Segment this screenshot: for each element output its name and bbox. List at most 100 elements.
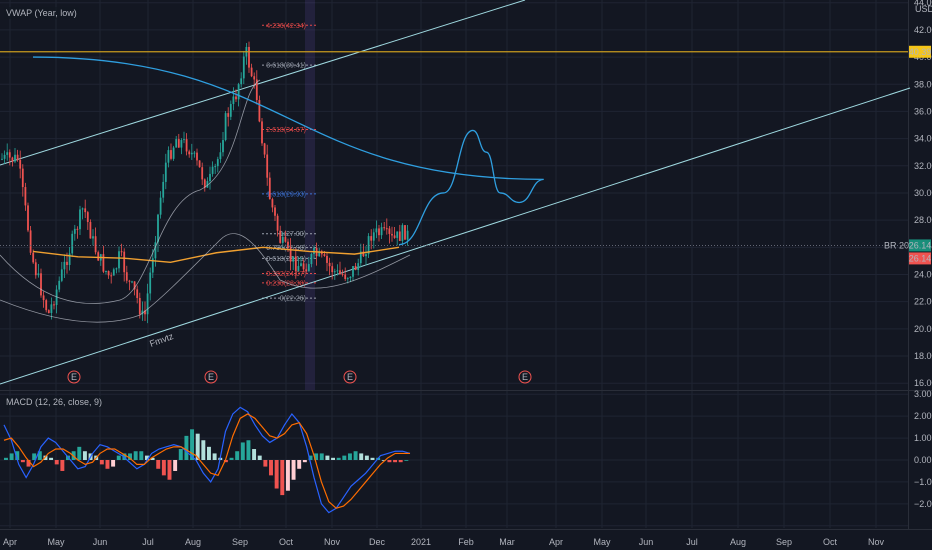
time-tick-label: Jul xyxy=(142,537,154,547)
macd-histogram-bar xyxy=(60,460,65,471)
fib-level-label: 2.618(34.67) xyxy=(266,127,306,134)
candle-body xyxy=(276,215,279,231)
candle-body xyxy=(313,247,315,254)
earnings-marker-label: E xyxy=(347,372,353,382)
candle-body xyxy=(73,228,76,234)
candle-body xyxy=(209,173,211,182)
fib-level-label: 1(27.00) xyxy=(280,231,306,238)
candle-body xyxy=(42,295,45,301)
macd-histogram-bar xyxy=(116,455,121,460)
candle-body xyxy=(211,166,214,174)
candle-body xyxy=(383,227,386,229)
macd-tick-label: 0.00 xyxy=(914,455,932,465)
candle-body xyxy=(235,96,237,100)
macd-histogram-bar xyxy=(229,457,234,460)
macd-histogram-bar xyxy=(184,435,189,460)
candle-body xyxy=(102,254,105,272)
candle-body xyxy=(289,247,292,262)
time-tick-label: May xyxy=(593,537,611,547)
candle-body xyxy=(71,233,74,254)
fib-level-label: 0(22.26) xyxy=(280,296,306,303)
candle-body xyxy=(242,56,245,79)
earnings-marker-icon xyxy=(343,370,357,384)
price-tick-label: 20.00 xyxy=(914,324,932,334)
macd-histogram-bar xyxy=(37,451,42,460)
macd-histogram-bar xyxy=(15,451,20,460)
candle-body xyxy=(203,179,206,188)
candle-body xyxy=(58,280,61,290)
indicator-legend[interactable]: VWAP (Year, low) xyxy=(4,7,79,19)
candle-body xyxy=(55,289,58,305)
price-tick-label: 44.00 xyxy=(914,0,932,8)
candle-body xyxy=(190,152,193,155)
candle-body xyxy=(27,205,29,231)
candle-body xyxy=(201,167,204,180)
candle-body xyxy=(370,236,373,241)
candle-body xyxy=(14,154,16,162)
candle-body xyxy=(133,281,136,290)
candle-body xyxy=(172,147,175,159)
candle-body xyxy=(404,225,406,240)
candle-body xyxy=(193,152,196,154)
candle-body xyxy=(372,232,375,241)
macd-histogram-bar xyxy=(398,460,403,463)
price-tick-label: 36.00 xyxy=(914,106,932,116)
time-tick-label: 2021 xyxy=(411,537,431,547)
price-tick-label: 34.00 xyxy=(914,134,932,144)
candle-body xyxy=(406,230,409,240)
time-tick-label: Jul xyxy=(686,537,698,547)
macd-histogram-bar xyxy=(99,460,104,465)
earnings-marker-icon xyxy=(518,370,532,384)
candle-body xyxy=(123,251,126,273)
candle-body xyxy=(248,46,250,68)
macd-histogram-bar xyxy=(133,451,138,460)
macd-histogram-bar xyxy=(128,453,133,460)
time-tick-label: Feb xyxy=(458,537,474,547)
macd-histogram-bar xyxy=(291,460,296,480)
macd-histogram-bar xyxy=(302,460,307,463)
candle-body xyxy=(227,113,230,117)
candle-body xyxy=(294,256,297,272)
macd-histogram-bar xyxy=(285,460,290,491)
candle-body xyxy=(297,265,300,272)
macd-tick-label: −2.00 xyxy=(914,499,932,509)
macd-legend[interactable]: MACD (12, 26, close, 9) xyxy=(4,396,105,408)
channel-lower-line xyxy=(0,87,911,385)
candle-body xyxy=(110,275,113,277)
candle-body xyxy=(89,221,92,239)
macd-histogram-bar xyxy=(144,455,149,460)
candle-body xyxy=(16,154,19,160)
earnings-marker-icon xyxy=(204,370,218,384)
fib-time-band xyxy=(305,0,315,390)
candle-body xyxy=(331,266,334,273)
candle-body xyxy=(97,252,100,261)
candle-body xyxy=(21,168,24,188)
candle-body xyxy=(266,154,269,178)
macd-tick-label: −1.00 xyxy=(914,477,932,487)
macd-histogram-bar xyxy=(178,449,183,460)
candle-body xyxy=(263,143,266,155)
macd-histogram-bar xyxy=(82,451,87,460)
time-tick-label: Aug xyxy=(185,537,201,547)
candle-body xyxy=(29,230,32,253)
candle-body xyxy=(206,181,209,188)
candle-body xyxy=(86,212,89,222)
signal-line xyxy=(3,413,410,509)
macd-histogram-bar xyxy=(43,455,48,460)
candle-body xyxy=(279,230,282,243)
candle-body xyxy=(141,310,144,315)
candle-body xyxy=(310,253,313,265)
time-tick-label: Dec xyxy=(369,537,386,547)
macd-histogram-bar xyxy=(212,453,217,460)
time-tick-label: Apr xyxy=(3,537,17,547)
candle-body xyxy=(274,207,276,216)
macd-histogram-bar xyxy=(381,460,386,461)
candle-body xyxy=(346,278,349,280)
last-price-tag-secondary-text: 26.14 xyxy=(909,253,932,263)
time-tick-label: Oct xyxy=(279,537,294,547)
forecast-curve xyxy=(32,56,544,246)
macd-line xyxy=(3,406,411,514)
time-tick-label: Mar xyxy=(499,537,515,547)
candle-body xyxy=(326,255,328,263)
